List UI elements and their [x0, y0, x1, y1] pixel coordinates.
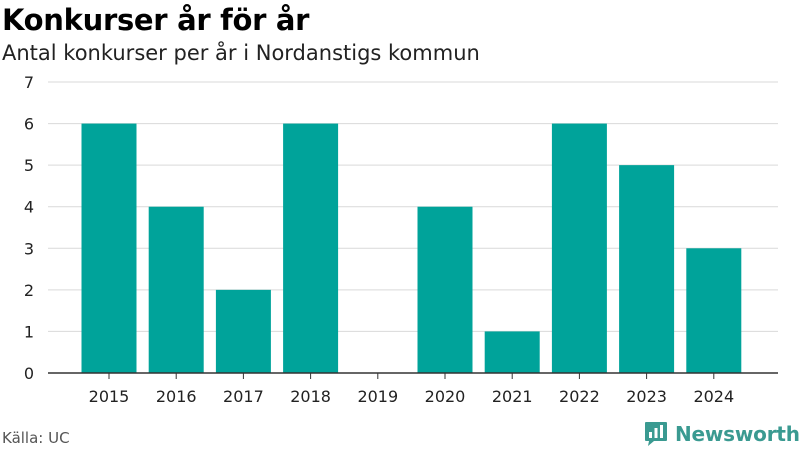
- y-tick-label: 0: [24, 364, 34, 383]
- x-tick-label: 2020: [425, 387, 466, 406]
- bar-2020: [417, 206, 473, 373]
- x-tick-label: 2018: [290, 387, 331, 406]
- x-tick-label: 2024: [693, 387, 734, 406]
- newsworthy-logo-icon: [645, 422, 667, 446]
- y-tick-label: 5: [24, 156, 34, 175]
- source-note: Källa: UC: [2, 429, 70, 447]
- y-tick-label: 6: [24, 115, 34, 134]
- y-tick-label: 4: [24, 198, 34, 217]
- bar-2017: [215, 289, 271, 373]
- x-tick-label: 2021: [492, 387, 533, 406]
- bar-2015: [81, 123, 137, 373]
- bar-2024: [686, 248, 742, 373]
- newsworthy-logo: Newsworthy: [644, 420, 800, 448]
- x-tick-label: 2015: [89, 387, 130, 406]
- x-tick-label: 2023: [626, 387, 667, 406]
- bar-2022: [551, 123, 607, 373]
- bar-2016: [148, 206, 204, 373]
- y-tick-label: 2: [24, 281, 34, 300]
- chart-title: Konkurser år för år: [2, 3, 310, 37]
- bar-2018: [283, 123, 339, 373]
- chart-subtitle: Antal konkurser per år i Nordanstigs kom…: [2, 41, 480, 65]
- x-tick-label: 2016: [156, 387, 197, 406]
- bar-2021: [484, 331, 540, 373]
- x-tick-label: 2022: [559, 387, 600, 406]
- y-tick-label: 3: [24, 239, 34, 258]
- brand-name: Newsworthy: [675, 422, 800, 446]
- y-tick-label: 7: [24, 73, 34, 92]
- x-tick-label: 2019: [357, 387, 398, 406]
- x-tick-label: 2017: [223, 387, 264, 406]
- y-tick-label: 1: [24, 322, 34, 341]
- bar-2023: [619, 165, 675, 373]
